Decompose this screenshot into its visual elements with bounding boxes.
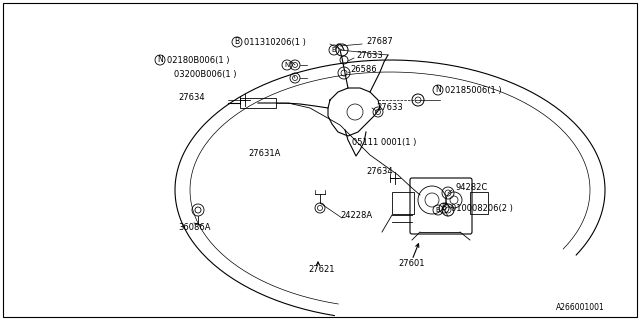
Text: 27621: 27621 [308, 266, 335, 275]
Text: A266001001: A266001001 [556, 303, 605, 313]
Text: B: B [442, 204, 447, 212]
Text: 27633: 27633 [376, 103, 403, 113]
Text: 05111 0001(1 ): 05111 0001(1 ) [352, 138, 417, 147]
Bar [470, 192, 488, 214]
Bar [392, 192, 414, 214]
Text: 02185006(1 ): 02185006(1 ) [445, 85, 502, 94]
Text: 27687: 27687 [366, 37, 393, 46]
Text: B: B [332, 47, 337, 53]
Text: 27634: 27634 [178, 93, 205, 102]
Text: 27634: 27634 [366, 167, 392, 177]
Text: 02180B006(1 ): 02180B006(1 ) [167, 55, 230, 65]
Text: B: B [234, 37, 239, 46]
Text: N: N [284, 62, 290, 68]
Text: 27633: 27633 [356, 52, 383, 60]
FancyBboxPatch shape [410, 178, 472, 234]
Text: N: N [157, 55, 163, 65]
Text: 27601: 27601 [398, 259, 424, 268]
Text: 03200B006(1 ): 03200B006(1 ) [174, 69, 237, 78]
Text: 36086A: 36086A [178, 223, 211, 233]
Bar [240, 98, 276, 108]
Text: 27631A: 27631A [248, 149, 280, 158]
Text: N: N [435, 85, 441, 94]
Text: 24228A: 24228A [340, 212, 372, 220]
Text: 010008206(2 ): 010008206(2 ) [451, 204, 513, 212]
Text: 26586: 26586 [350, 66, 376, 75]
Text: B: B [436, 207, 440, 213]
Text: 011310206(1 ): 011310206(1 ) [244, 37, 306, 46]
Text: 94282C: 94282C [456, 183, 488, 193]
